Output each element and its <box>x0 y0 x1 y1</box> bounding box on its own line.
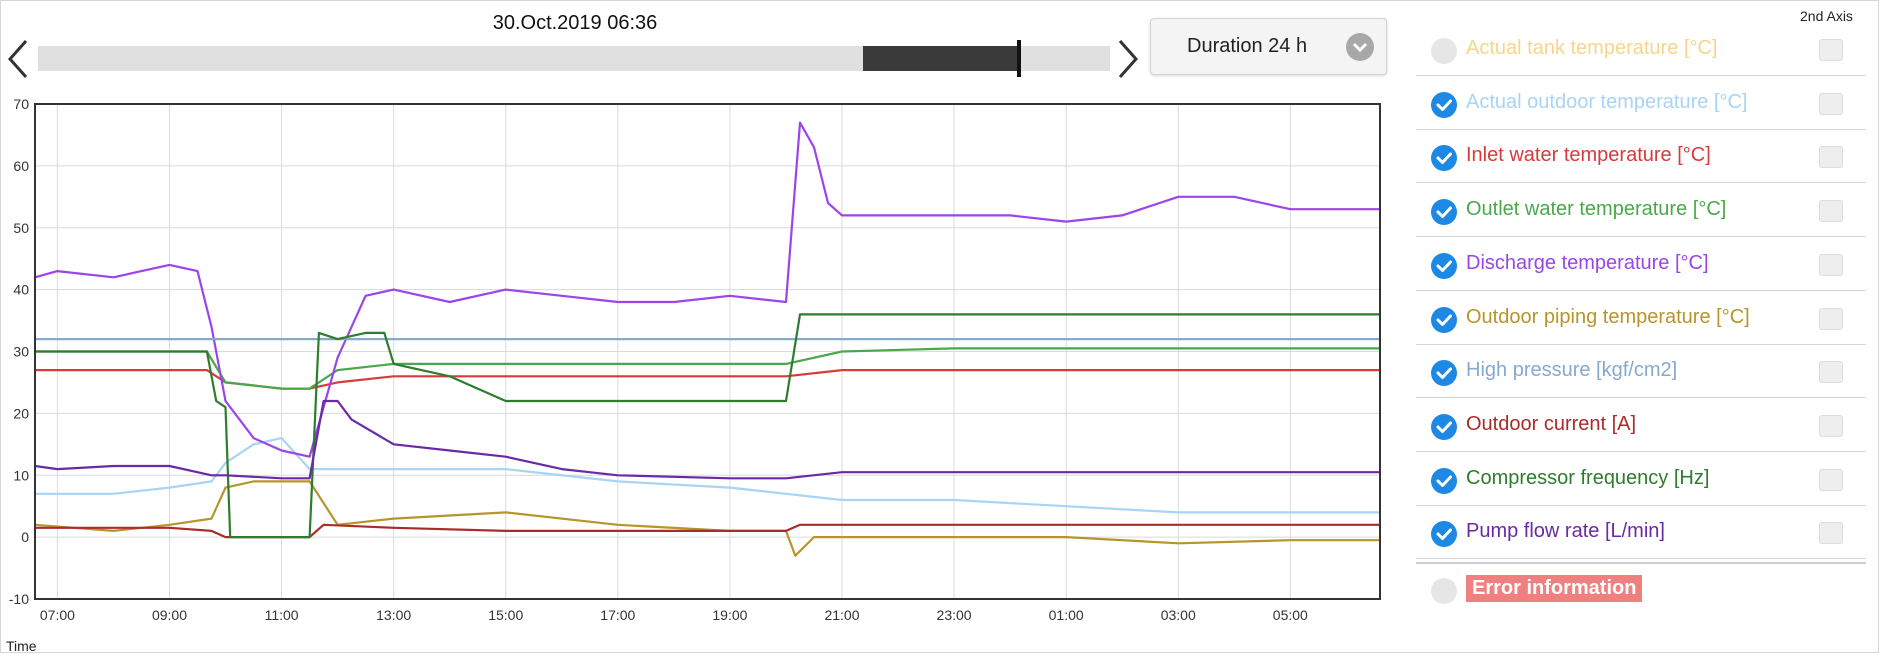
y-tick-label: 40 <box>13 282 29 298</box>
y-tick-label: -10 <box>9 591 29 607</box>
x-tick-label: 13:00 <box>376 607 411 623</box>
checkmark-circle-icon[interactable] <box>1431 521 1457 548</box>
second-axis-checkbox[interactable] <box>1819 253 1843 276</box>
time-slider-handle[interactable] <box>1016 40 1021 77</box>
second-axis-header: 2nd Axis <box>1800 8 1853 24</box>
series-line-actual-outdoor-temperature <box>35 437 1380 514</box>
unchecked-circle-icon[interactable] <box>1431 38 1457 64</box>
checkmark-circle-icon[interactable] <box>1431 91 1457 118</box>
legend-row-compressor-frequency[interactable]: Compressor frequency [Hz] <box>1416 452 1866 506</box>
y-axis: -10 0 10 20 30 40 50 60 70 <box>9 96 29 607</box>
second-axis-checkbox[interactable] <box>1819 200 1843 223</box>
next-arrow-icon[interactable] <box>1110 36 1144 82</box>
y-tick-label: 20 <box>13 405 29 421</box>
x-tick-label: 23:00 <box>937 607 972 623</box>
legend-label: Actual outdoor temperature [°C] <box>1466 90 1748 113</box>
timestamp-label: 30.Oct.2019 06:36 <box>492 12 658 34</box>
x-axis-title: Time <box>6 638 37 654</box>
second-axis-checkbox[interactable] <box>1819 92 1843 115</box>
legend-label: Pump flow rate [L/min] <box>1466 520 1665 543</box>
previous-arrow-icon[interactable] <box>2 36 36 82</box>
checkmark-circle-icon[interactable] <box>1431 145 1457 172</box>
x-tick-label: 07:00 <box>40 607 75 623</box>
legend-label: Outlet water temperature [°C] <box>1466 198 1727 221</box>
second-axis-checkbox[interactable] <box>1819 146 1843 169</box>
series-line-outlet-water-temperature <box>35 347 1380 390</box>
x-axis: 07:00 09:00 11:00 13:00 15:00 17:00 19:00 21:00… <box>40 607 1308 623</box>
series-line-outdoor-current <box>35 523 1380 539</box>
checkmark-circle-icon[interactable] <box>1431 252 1457 279</box>
y-tick-label: 70 <box>13 96 29 112</box>
unchecked-circle-icon[interactable] <box>1431 578 1457 604</box>
series-line-discharge-temperature <box>34 121 1380 458</box>
series-line-pump-flow-rate <box>34 399 1380 480</box>
legend-row-outlet-water-temperature[interactable]: Outlet water temperature [°C] <box>1416 183 1866 238</box>
duration-dropdown[interactable]: Duration 24 h <box>1150 18 1387 75</box>
y-tick-label: 30 <box>13 344 29 360</box>
chart-series <box>34 121 1380 557</box>
y-tick-label: 0 <box>21 529 29 545</box>
legend-label: Outdoor piping temperature [°C] <box>1466 305 1750 328</box>
legend-label: Actual tank temperature [°C] <box>1466 37 1718 59</box>
x-tick-label: 11:00 <box>265 607 299 623</box>
y-tick-label: 50 <box>13 220 29 236</box>
legend-row-actual-tank-temperature[interactable]: Actual tank temperature [°C] <box>1416 22 1866 76</box>
legend-row-outdoor-current[interactable]: Outdoor current [A] <box>1416 398 1866 452</box>
line-chart: -10 0 10 20 30 40 50 60 70 07:00 09:00 11:00 13:00 1… <box>9 96 1381 623</box>
legend-row-pump-flow-rate[interactable]: Pump flow rate [L/min] <box>1416 505 1866 560</box>
legend-label: Compressor frequency [Hz] <box>1466 466 1710 489</box>
second-axis-checkbox[interactable] <box>1819 307 1843 330</box>
chevron-down-icon <box>1346 33 1374 61</box>
legend-row-actual-outdoor-temperature[interactable]: Actual outdoor temperature [°C] <box>1416 76 1866 130</box>
legend-label: Discharge temperature [°C] <box>1466 251 1709 274</box>
x-tick-label: 21:00 <box>824 607 859 623</box>
error-information-badge: Error information <box>1466 575 1643 602</box>
legend-label: Outdoor current [A] <box>1466 412 1637 435</box>
y-tick-label: 10 <box>13 467 29 483</box>
legend-row-outdoor-piping-temperature[interactable]: Outdoor piping temperature [°C] <box>1416 291 1866 345</box>
plot-area-border <box>34 103 1381 600</box>
checkmark-circle-icon[interactable] <box>1431 413 1457 440</box>
x-tick-label: 17:00 <box>600 607 635 623</box>
legend-label: High pressure [kgf/cm2] <box>1466 359 1678 382</box>
legend-label: Inlet water temperature [°C] <box>1466 144 1711 167</box>
series-line-outdoor-piping-temperature <box>34 480 1380 557</box>
checkmark-circle-icon[interactable] <box>1431 199 1457 226</box>
x-tick-label: 15:00 <box>488 607 523 623</box>
second-axis-checkbox[interactable] <box>1819 414 1843 437</box>
duration-label: Duration 24 h <box>1187 35 1308 57</box>
x-tick-label: 01:00 <box>1049 607 1084 623</box>
second-axis-checkbox[interactable] <box>1819 522 1843 545</box>
legend-row-discharge-temperature[interactable]: Discharge temperature [°C] <box>1416 237 1866 291</box>
x-tick-label: 09:00 <box>152 607 187 623</box>
time-slider-window[interactable] <box>863 46 1019 71</box>
x-tick-label: 05:00 <box>1273 607 1308 623</box>
y-tick-label: 60 <box>13 158 29 174</box>
legend-row-error-information[interactable]: Error information <box>1416 562 1866 614</box>
time-slider-track[interactable] <box>38 40 1110 77</box>
second-axis-checkbox[interactable] <box>1819 361 1843 384</box>
second-axis-checkbox[interactable] <box>1819 468 1843 491</box>
legend-row-high-pressure[interactable]: High pressure [kgf/cm2] <box>1416 344 1866 399</box>
legend-row-inlet-water-temperature[interactable]: Inlet water temperature [°C] <box>1416 129 1866 184</box>
checkmark-circle-icon[interactable] <box>1431 467 1457 494</box>
checkmark-circle-icon[interactable] <box>1431 306 1457 333</box>
series-line-compressor-frequency <box>35 313 1380 539</box>
x-tick-label: 03:00 <box>1161 607 1196 623</box>
second-axis-checkbox[interactable] <box>1819 39 1843 61</box>
x-tick-label: 19:00 <box>712 607 747 623</box>
checkmark-circle-icon[interactable] <box>1431 360 1457 387</box>
